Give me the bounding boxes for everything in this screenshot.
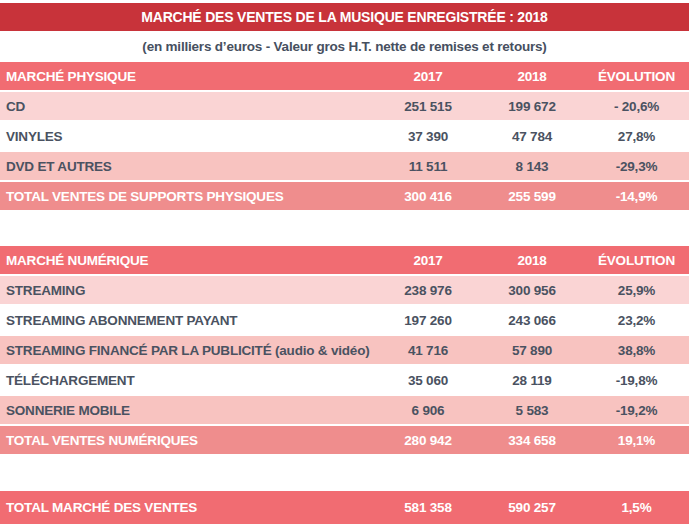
table-row-telechargement: TÉLÉCHARGEMENT 35 060 28 119 -19,8% xyxy=(0,366,689,394)
table-row-total-physique: TOTAL VENTES DE SUPPORTS PHYSIQUES 300 4… xyxy=(0,182,689,210)
value-2017: 35 060 xyxy=(376,373,480,388)
value-2018: 243 066 xyxy=(480,313,584,328)
value-evolution: -19,2% xyxy=(584,403,689,418)
row-label: TOTAL VENTES NUMÉRIQUES xyxy=(0,433,376,448)
digital-table-header-row: MARCHÉ NUMÉRIQUE 2017 2018 ÉVOLUTION xyxy=(0,246,689,274)
value-2018: 28 119 xyxy=(480,373,584,388)
value-2017: 41 716 xyxy=(376,343,480,358)
column-header-2017: 2017 xyxy=(376,69,480,84)
column-header-evolution: ÉVOLUTION xyxy=(584,69,689,84)
value-2017: 581 358 xyxy=(376,500,480,515)
value-evolution: -14,9% xyxy=(584,189,689,204)
row-label: CD xyxy=(0,99,376,114)
value-2017: 37 390 xyxy=(376,129,480,144)
page-subtitle: (en milliers d’euros - Valeur gros H.T. … xyxy=(0,38,689,55)
value-2018: 8 143 xyxy=(480,159,584,174)
physical-table-header-row: MARCHÉ PHYSIQUE 2017 2018 ÉVOLUTION xyxy=(0,62,689,90)
column-header-2017: 2017 xyxy=(376,253,480,268)
table-row-streaming-publicite: STREAMING FINANCÉ PAR LA PUBLICITÉ (audi… xyxy=(0,336,689,364)
value-evolution: 23,2% xyxy=(584,313,689,328)
table-row-total-numerique: TOTAL VENTES NUMÉRIQUES 280 942 334 658 … xyxy=(0,426,689,454)
value-evolution: 25,9% xyxy=(584,283,689,298)
table-row-sonnerie-mobile: SONNERIE MOBILE 6 906 5 583 -19,2% xyxy=(0,396,689,424)
value-2018: 47 784 xyxy=(480,129,584,144)
column-header-marche-physique: MARCHÉ PHYSIQUE xyxy=(0,69,376,84)
value-2018: 590 257 xyxy=(480,500,584,515)
value-2018: 255 599 xyxy=(480,189,584,204)
table-row-vinyles: VINYLES 37 390 47 784 27,8% xyxy=(0,122,689,150)
column-header-2018: 2018 xyxy=(480,253,584,268)
row-label: TOTAL VENTES DE SUPPORTS PHYSIQUES xyxy=(0,189,376,204)
value-2017: 280 942 xyxy=(376,433,480,448)
value-2018: 334 658 xyxy=(480,433,584,448)
value-2017: 300 416 xyxy=(376,189,480,204)
row-label: VINYLES xyxy=(0,129,376,144)
row-label: STREAMING xyxy=(0,283,376,298)
column-header-marche-numerique: MARCHÉ NUMÉRIQUE xyxy=(0,253,376,268)
value-evolution: - 20,6% xyxy=(584,99,689,114)
row-label: SONNERIE MOBILE xyxy=(0,403,376,418)
value-2018: 199 672 xyxy=(480,99,584,114)
table-row-total-marche: TOTAL MARCHÉ DES VENTES 581 358 590 257 … xyxy=(0,491,689,524)
row-label: STREAMING ABONNEMENT PAYANT xyxy=(0,313,376,328)
table-row-streaming: STREAMING 238 976 300 956 25,9% xyxy=(0,276,689,304)
value-2017: 197 260 xyxy=(376,313,480,328)
value-2017: 11 511 xyxy=(376,159,480,174)
value-2018: 5 583 xyxy=(480,403,584,418)
value-evolution: 1,5% xyxy=(584,500,689,515)
title-banner: MARCHÉ DES VENTES DE LA MUSIQUE ENREGIST… xyxy=(0,3,689,31)
digital-market-table: MARCHÉ NUMÉRIQUE 2017 2018 ÉVOLUTION STR… xyxy=(0,246,689,454)
value-2017: 238 976 xyxy=(376,283,480,298)
value-evolution: 27,8% xyxy=(584,129,689,144)
value-evolution: 19,1% xyxy=(584,433,689,448)
row-label: DVD ET AUTRES xyxy=(0,159,376,174)
value-2017: 251 515 xyxy=(376,99,480,114)
value-evolution: 38,8% xyxy=(584,343,689,358)
row-label: STREAMING FINANCÉ PAR LA PUBLICITÉ (audi… xyxy=(0,343,376,358)
value-2017: 6 906 xyxy=(376,403,480,418)
table-row-dvd-et-autres: DVD ET AUTRES 11 511 8 143 -29,3% xyxy=(0,152,689,180)
physical-market-table: MARCHÉ PHYSIQUE 2017 2018 ÉVOLUTION CD 2… xyxy=(0,62,689,210)
infographic-page: MARCHÉ DES VENTES DE LA MUSIQUE ENREGIST… xyxy=(0,0,689,530)
value-evolution: -19,8% xyxy=(584,373,689,388)
table-row-streaming-abonnement: STREAMING ABONNEMENT PAYANT 197 260 243 … xyxy=(0,306,689,334)
value-2018: 57 890 xyxy=(480,343,584,358)
table-row-cd: CD 251 515 199 672 - 20,6% xyxy=(0,92,689,120)
column-header-evolution: ÉVOLUTION xyxy=(584,253,689,268)
value-evolution: -29,3% xyxy=(584,159,689,174)
row-label: TÉLÉCHARGEMENT xyxy=(0,373,376,388)
grand-total-table: TOTAL MARCHÉ DES VENTES 581 358 590 257 … xyxy=(0,491,689,524)
column-header-2018: 2018 xyxy=(480,69,584,84)
row-label: TOTAL MARCHÉ DES VENTES xyxy=(0,500,376,515)
page-title: MARCHÉ DES VENTES DE LA MUSIQUE ENREGIST… xyxy=(141,9,547,25)
value-2018: 300 956 xyxy=(480,283,584,298)
